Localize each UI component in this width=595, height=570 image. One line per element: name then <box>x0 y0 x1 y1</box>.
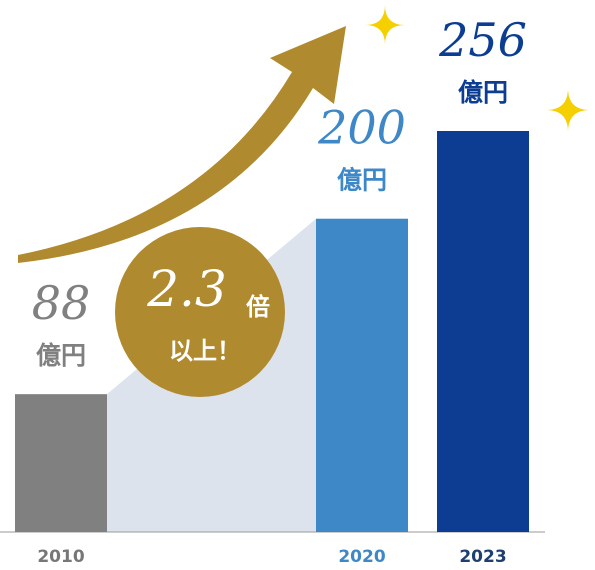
annotation-multiplier: 2.3 <box>146 260 227 318</box>
sparkle <box>365 5 405 45</box>
x-tick-label: 2010 <box>37 547 84 567</box>
annotation-text: 以上！ <box>169 337 241 365</box>
bar <box>15 394 107 532</box>
bar <box>316 218 408 532</box>
value-label: 200 <box>317 101 406 155</box>
value-label: 256 <box>438 13 527 67</box>
sparkle <box>546 88 590 132</box>
bar <box>437 131 529 532</box>
x-tick-label: 2023 <box>459 547 506 567</box>
annotation-unit: 倍 <box>246 293 270 321</box>
value-label: 88 <box>32 276 91 330</box>
value-unit: 億円 <box>36 341 86 370</box>
annotation-badge <box>115 227 285 397</box>
growth-arrow <box>18 26 346 263</box>
value-unit: 億円 <box>337 166 387 195</box>
x-tick-label: 2020 <box>338 547 385 567</box>
value-unit: 億円 <box>458 78 508 107</box>
